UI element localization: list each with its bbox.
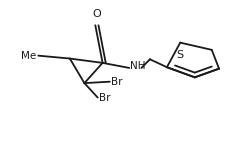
Text: Br: Br [99,93,111,103]
Text: O: O [92,9,101,20]
Text: NH: NH [131,61,146,72]
Text: S: S [177,50,184,60]
Text: Br: Br [111,77,122,87]
Text: Me: Me [21,51,36,61]
